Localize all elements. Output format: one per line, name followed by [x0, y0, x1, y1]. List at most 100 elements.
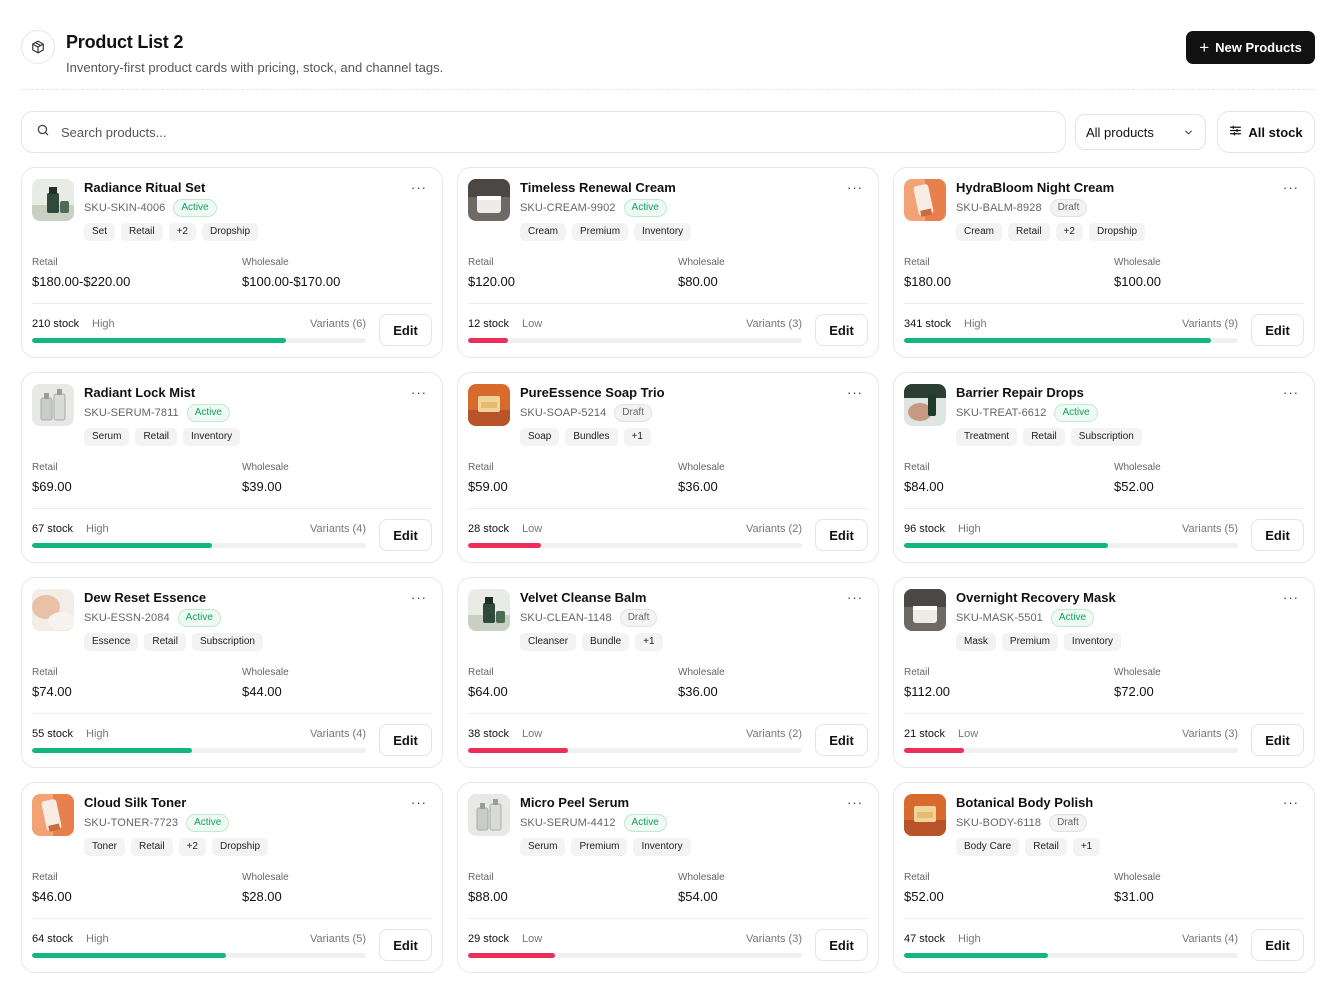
- status-badge: Active: [186, 404, 230, 422]
- edit-button[interactable]: Edit: [1251, 724, 1304, 756]
- more-options-icon[interactable]: ···: [411, 180, 427, 195]
- stock-filter-button[interactable]: All stock: [1217, 111, 1315, 153]
- more-options-icon[interactable]: ···: [1283, 385, 1299, 400]
- edit-button[interactable]: Edit: [1251, 519, 1304, 551]
- more-options-icon[interactable]: ···: [411, 385, 427, 400]
- edit-button[interactable]: Edit: [1251, 314, 1304, 346]
- product-filter-select[interactable]: All products: [1075, 114, 1206, 150]
- product-name: Barrier Repair Drops: [956, 385, 1084, 400]
- product-card: Overnight Recovery Mask SKU-MASK-5501 Ac…: [893, 577, 1315, 768]
- product-sku: SKU-SOAP-5214: [520, 407, 607, 419]
- product-sku: SKU-TONER-7723: [84, 817, 179, 829]
- more-options-icon[interactable]: ···: [1283, 795, 1299, 810]
- search-input[interactable]: [61, 124, 961, 140]
- product-name: PureEssence Soap Trio: [520, 385, 665, 400]
- stock-level: High: [958, 933, 981, 945]
- page-title: Product List 2: [66, 32, 184, 52]
- channel-tag: Retail: [1025, 838, 1067, 856]
- product-card: Cloud Silk Toner SKU-TONER-7723 Active T…: [21, 782, 443, 973]
- more-options-icon[interactable]: ···: [1283, 180, 1299, 195]
- wholesale-price: $31.00: [1114, 889, 1154, 904]
- status-badge: Draft: [614, 404, 652, 422]
- status-badge: Active: [623, 814, 667, 832]
- channel-tag: Retail: [135, 428, 178, 446]
- channel-tag: +2: [168, 223, 196, 241]
- product-thumbnail: [904, 384, 946, 426]
- filter-value: All products: [1086, 124, 1154, 140]
- more-options-icon[interactable]: ···: [847, 795, 863, 810]
- product-thumbnail: [32, 589, 74, 631]
- status-badge: Active: [173, 199, 217, 217]
- tag-list: Toner Retail +2 Dropship: [84, 838, 269, 856]
- variants-count: Variants (3): [745, 318, 802, 330]
- stock-level: High: [86, 728, 109, 740]
- channel-tag: Inventory: [634, 223, 692, 241]
- variants-count: Variants (9): [1181, 318, 1238, 330]
- product-name: Timeless Renewal Cream: [520, 180, 676, 195]
- channel-tag: Retail: [144, 633, 186, 651]
- edit-button[interactable]: Edit: [815, 929, 868, 961]
- channel-tag: Soap: [520, 428, 560, 446]
- wholesale-label: Wholesale: [678, 872, 725, 883]
- card-divider: [468, 508, 868, 509]
- more-options-icon[interactable]: ···: [847, 385, 863, 400]
- retail-price: $46.00: [32, 889, 72, 904]
- product-thumbnail: [32, 794, 74, 836]
- more-options-icon[interactable]: ···: [1283, 590, 1299, 605]
- product-name: Overnight Recovery Mask: [956, 590, 1116, 605]
- product-card: Dew Reset Essence SKU-ESSN-2084 Active E…: [21, 577, 443, 768]
- retail-price: $84.00: [904, 479, 944, 494]
- channel-tag: Retail: [1023, 428, 1065, 446]
- edit-button[interactable]: Edit: [379, 519, 432, 551]
- stock-progress-fill: [904, 338, 1212, 343]
- product-thumbnail: [468, 794, 510, 836]
- edit-button[interactable]: Edit: [815, 314, 868, 346]
- wholesale-price: $52.00: [1114, 479, 1154, 494]
- stock-level: Low: [958, 728, 979, 740]
- more-options-icon[interactable]: ···: [847, 590, 863, 605]
- stock-count: 29 stock: [468, 933, 509, 945]
- stock-count: 21 stock: [904, 728, 945, 740]
- edit-button[interactable]: Edit: [379, 724, 432, 756]
- tag-list: Treatment Retail Subscription: [956, 428, 1142, 446]
- channel-tag: Inventory: [633, 838, 691, 856]
- stock-progress-bar: [468, 953, 802, 958]
- status-badge: Draft: [1049, 814, 1087, 832]
- stock-progress-fill: [32, 953, 226, 958]
- edit-button[interactable]: Edit: [815, 519, 868, 551]
- stock-level: High: [86, 933, 109, 945]
- variants-count: Variants (5): [1181, 523, 1238, 535]
- tag-list: Set Retail +2 Dropship: [84, 223, 259, 241]
- wholesale-label: Wholesale: [678, 667, 725, 678]
- stock-progress-fill: [904, 543, 1108, 548]
- more-options-icon[interactable]: ···: [411, 795, 427, 810]
- product-thumbnail: [32, 384, 74, 426]
- stock-level: Low: [522, 933, 543, 945]
- product-card: Barrier Repair Drops SKU-TREAT-6612 Acti…: [893, 372, 1315, 563]
- more-options-icon[interactable]: ···: [411, 590, 427, 605]
- retail-label: Retail: [468, 667, 494, 678]
- stock-level: High: [92, 318, 115, 330]
- channel-tag: Essence: [84, 633, 139, 651]
- status-badge: Active: [623, 199, 667, 217]
- card-divider: [904, 303, 1304, 304]
- search-icon: [36, 123, 50, 142]
- more-options-icon[interactable]: ···: [847, 180, 863, 195]
- product-sku: SKU-BALM-8928: [956, 202, 1042, 214]
- edit-button[interactable]: Edit: [379, 929, 432, 961]
- edit-button[interactable]: Edit: [379, 314, 432, 346]
- wholesale-price: $44.00: [242, 684, 282, 699]
- variants-count: Variants (6): [309, 318, 366, 330]
- product-grid: Radiance Ritual Set SKU-SKIN-4006 Active…: [21, 167, 1315, 973]
- variants-count: Variants (4): [309, 523, 366, 535]
- sliders-icon: [1229, 124, 1242, 140]
- retail-label: Retail: [32, 462, 58, 473]
- new-products-button[interactable]: + New Products: [1186, 31, 1315, 64]
- edit-button[interactable]: Edit: [1251, 929, 1304, 961]
- edit-button[interactable]: Edit: [815, 724, 868, 756]
- search-bar[interactable]: [21, 111, 1066, 153]
- product-name: Botanical Body Polish: [956, 795, 1094, 810]
- stock-count: 96 stock: [904, 523, 945, 535]
- channel-tag: Inventory: [1063, 633, 1122, 651]
- channel-tag: +2: [178, 838, 206, 856]
